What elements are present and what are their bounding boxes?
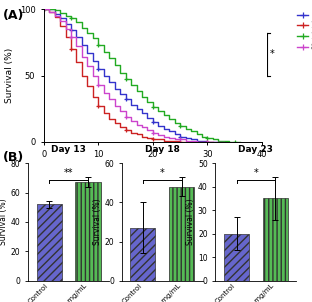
Text: *: * <box>160 169 165 178</box>
Text: **: ** <box>64 169 73 178</box>
Title: Day 13: Day 13 <box>51 145 86 154</box>
Bar <box>76 182 100 281</box>
Title: Day 23: Day 23 <box>238 145 273 154</box>
Text: (A): (A) <box>3 9 25 22</box>
Text: (B): (B) <box>3 151 24 164</box>
Bar <box>130 228 155 281</box>
X-axis label: Time (days): Time (days) <box>126 165 179 174</box>
Bar <box>263 198 288 281</box>
Legend: Control, 1 mg/mL, 10 mg/mL, 80 mg/mL: Control, 1 mg/mL, 10 mg/mL, 80 mg/mL <box>297 10 312 52</box>
Bar <box>169 187 194 281</box>
Bar <box>224 234 249 281</box>
Y-axis label: Survival (%): Survival (%) <box>0 199 8 245</box>
Y-axis label: Survival (%): Survival (%) <box>186 199 195 245</box>
Text: *: * <box>270 49 275 59</box>
Text: *: * <box>253 169 258 178</box>
Y-axis label: Survival (%): Survival (%) <box>93 199 101 245</box>
Title: Day 18: Day 18 <box>145 145 180 154</box>
Y-axis label: Survival (%): Survival (%) <box>5 48 14 103</box>
Bar <box>37 204 62 281</box>
